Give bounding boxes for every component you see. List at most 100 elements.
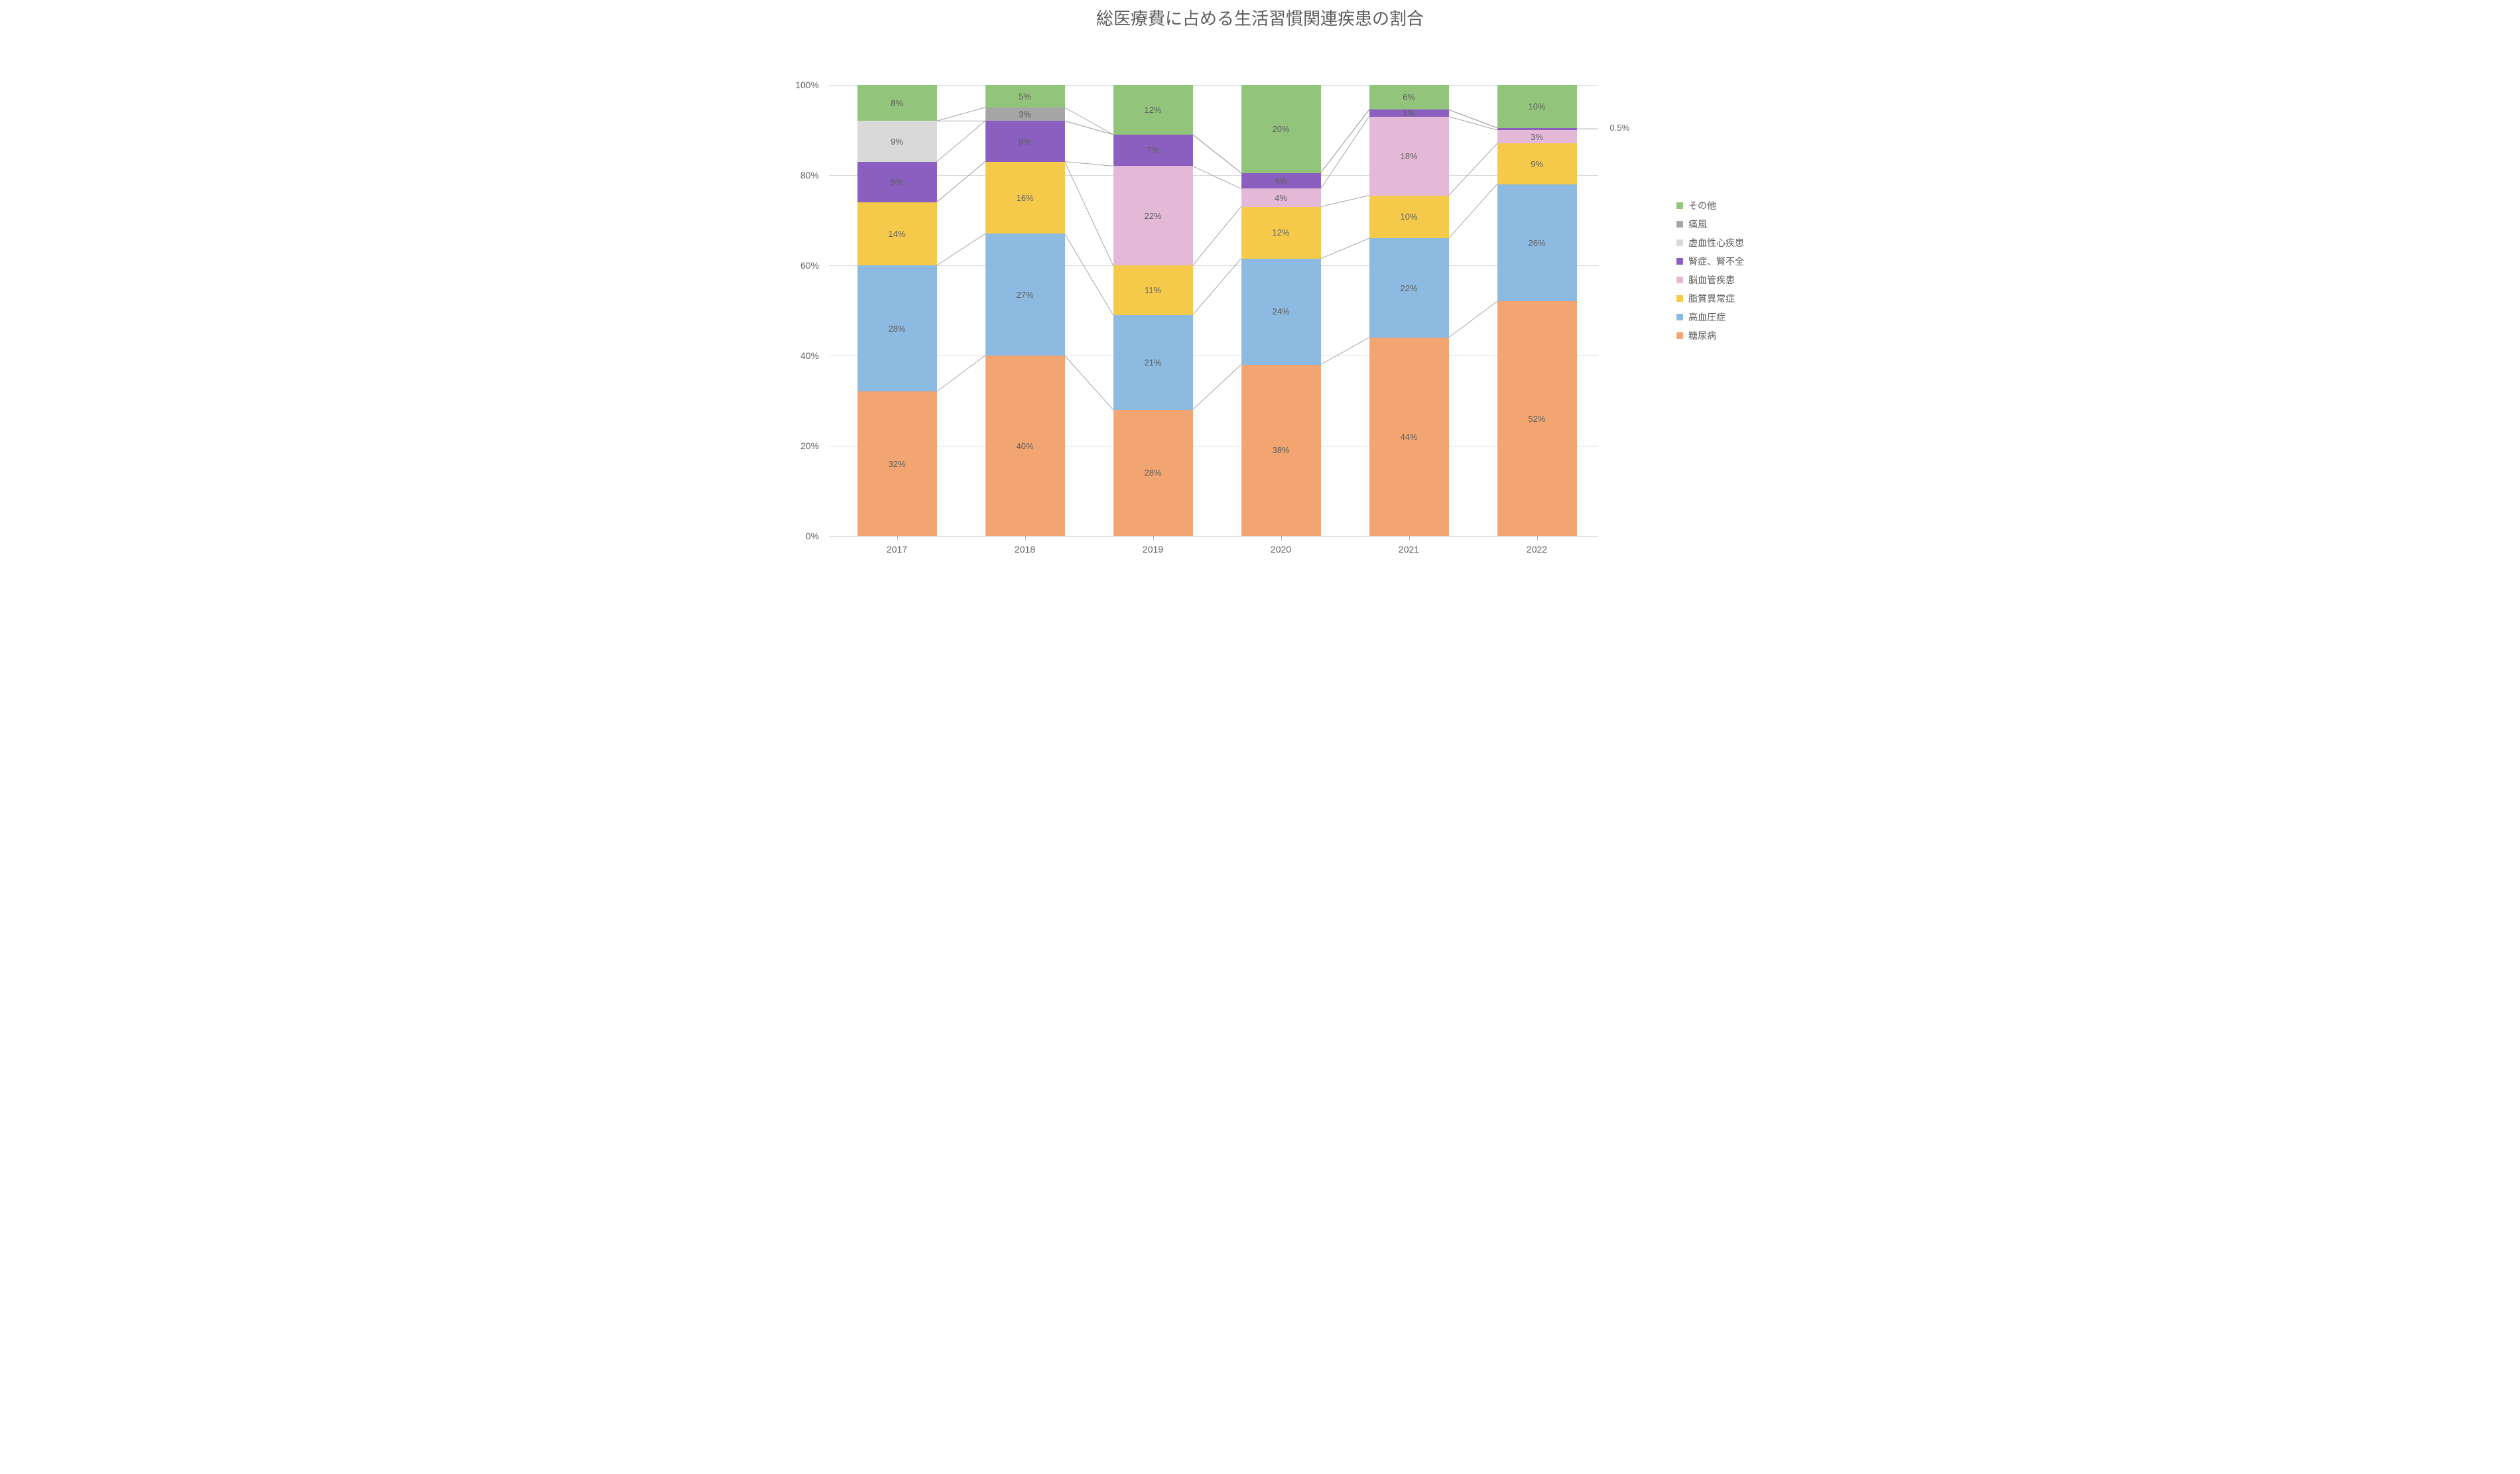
bar-2019: 28% 21% 11% 22% 7% 12% <box>1113 85 1193 536</box>
x-axis-label: 2020 <box>1241 544 1321 555</box>
data-label: 38% <box>1272 445 1289 455</box>
data-label: 14% <box>888 229 905 239</box>
grid-line <box>829 85 1598 86</box>
segment-jinsho: 7% <box>1113 135 1193 167</box>
segment-sonota: 6% <box>1369 85 1449 109</box>
segment-jinsho <box>1497 128 1577 130</box>
data-label: 20% <box>1272 124 1289 134</box>
data-label: 4% <box>1275 176 1287 186</box>
legend-item-sonota: その他 <box>1676 199 1744 212</box>
segment-koketsuatsu: 26% <box>1497 184 1577 302</box>
data-label: 28% <box>1144 468 1161 478</box>
callout-label: 0.5% <box>1610 123 1630 133</box>
connector-lines <box>829 85 1598 536</box>
x-axis-label: 2022 <box>1497 544 1577 555</box>
segment-tonyobyo: 38% <box>1241 365 1321 536</box>
y-axis-label: 20% <box>786 440 819 451</box>
y-axis-label: 100% <box>786 80 819 90</box>
legend-swatch <box>1676 239 1683 246</box>
segment-koketsuatsu: 28% <box>857 265 937 391</box>
x-axis-label: 2018 <box>985 544 1065 555</box>
y-axis-label: 40% <box>786 350 819 361</box>
legend-swatch <box>1676 277 1683 283</box>
segment-jinsho: 4% <box>1241 173 1321 189</box>
segment-sonota: 20% <box>1241 85 1321 173</box>
legend-item-shishitsu: 脂質異常症 <box>1676 292 1744 305</box>
segment-nokekkan: 18% <box>1369 117 1449 196</box>
bar-2018: 40% 27% 16% 9% 3% 5% <box>985 85 1065 536</box>
data-label: 28% <box>888 324 905 334</box>
segment-sonota: 10% <box>1497 85 1577 128</box>
segment-koketsuatsu: 24% <box>1241 259 1321 365</box>
data-label: 32% <box>888 459 905 469</box>
data-label: 10% <box>1400 212 1417 222</box>
data-label: 9% <box>891 177 903 187</box>
segment-koketsuatsu: 22% <box>1369 238 1449 338</box>
segment-jinsho: 1% <box>1369 109 1449 116</box>
data-label: 12% <box>1272 228 1289 237</box>
y-axis-label: 60% <box>786 260 819 271</box>
segment-sonota: 12% <box>1113 85 1193 135</box>
data-label: 3% <box>1531 132 1543 142</box>
data-label: 3% <box>1019 109 1031 119</box>
data-label: 10% <box>1528 101 1545 111</box>
data-label: 44% <box>1400 432 1417 442</box>
data-label: 24% <box>1272 306 1289 316</box>
segment-tsufu: 3% <box>985 107 1065 121</box>
data-label: 4% <box>1275 193 1287 203</box>
data-label: 21% <box>1144 358 1161 368</box>
y-axis-label: 0% <box>786 531 819 541</box>
legend-item-jinsho: 腎症、腎不全 <box>1676 255 1744 268</box>
segment-tonyobyo: 32% <box>857 391 937 536</box>
legend-label: 痛風 <box>1688 218 1707 231</box>
legend-label: 脂質異常症 <box>1688 292 1735 305</box>
data-label: 6% <box>1403 92 1415 102</box>
bar-2017: 32%28%14%9%9%8% <box>857 85 937 536</box>
data-label: 27% <box>1016 290 1033 300</box>
segment-shishitsu: 10% <box>1369 196 1449 239</box>
legend-item-kyoketsu: 虚血性心疾患 <box>1676 236 1744 249</box>
segment-shishitsu: 9% <box>1497 143 1577 184</box>
x-axis-tick <box>1153 536 1154 540</box>
legend: その他痛風虚血性心疾患腎症、腎不全脳血管疾患脂質異常症高血圧症糖尿病 <box>1676 199 1744 348</box>
y-axis-label: 80% <box>786 170 819 180</box>
segment-nokekkan: 22% <box>1113 166 1193 265</box>
x-axis-tick <box>1537 536 1538 540</box>
data-label: 7% <box>1147 145 1159 155</box>
legend-item-tonyobyo: 糖尿病 <box>1676 329 1744 342</box>
segment-nokekkan: 3% <box>1497 130 1577 143</box>
legend-swatch <box>1676 295 1683 302</box>
data-label: 52% <box>1528 414 1545 424</box>
segment-kyoketsu: 9% <box>857 121 937 161</box>
legend-label: 虚血性心疾患 <box>1688 236 1744 249</box>
segment-sonota: 5% <box>985 85 1065 107</box>
grid-line <box>829 175 1598 176</box>
data-label: 5% <box>1019 92 1031 101</box>
segment-tonyobyo: 40% <box>985 356 1065 536</box>
segment-tonyobyo: 28% <box>1113 410 1193 536</box>
bar-2020: 38% 24% 12% 4% 4% 20% <box>1241 85 1321 536</box>
x-axis-label: 2017 <box>857 544 937 555</box>
chart-container: 総医療費に占める生活習慣関連疾患の割合 0% 20% 40% 60% 80% 100% 20… <box>756 0 1764 590</box>
segment-sonota: 8% <box>857 85 937 121</box>
legend-label: その他 <box>1688 199 1716 212</box>
legend-swatch <box>1676 314 1683 320</box>
segment-shishitsu: 16% <box>985 162 1065 234</box>
grid-line <box>829 536 1598 537</box>
chart-title: 総医療費に占める生活習慣関連疾患の割合 <box>756 5 1764 30</box>
legend-item-tsufu: 痛風 <box>1676 218 1744 231</box>
segment-koketsuatsu: 21% <box>1113 315 1193 410</box>
legend-swatch <box>1676 332 1683 339</box>
plot-area: 0%20%40%60%80%100%201732%28%14%9%9%8%201… <box>829 85 1598 536</box>
x-axis-tick <box>1025 536 1026 540</box>
segment-jinsho: 9% <box>857 162 937 202</box>
segment-shishitsu: 11% <box>1113 265 1193 315</box>
segment-koketsuatsu: 27% <box>985 234 1065 356</box>
bar-2021: 44% 22% 10% 18%1% 6% <box>1369 85 1449 536</box>
segment-tonyobyo: 52% <box>1497 301 1577 536</box>
data-label: 22% <box>1144 211 1161 221</box>
data-label: 9% <box>1019 137 1031 147</box>
x-axis-tick <box>897 536 898 540</box>
data-label: 40% <box>1016 441 1033 451</box>
segment-tonyobyo: 44% <box>1369 338 1449 536</box>
